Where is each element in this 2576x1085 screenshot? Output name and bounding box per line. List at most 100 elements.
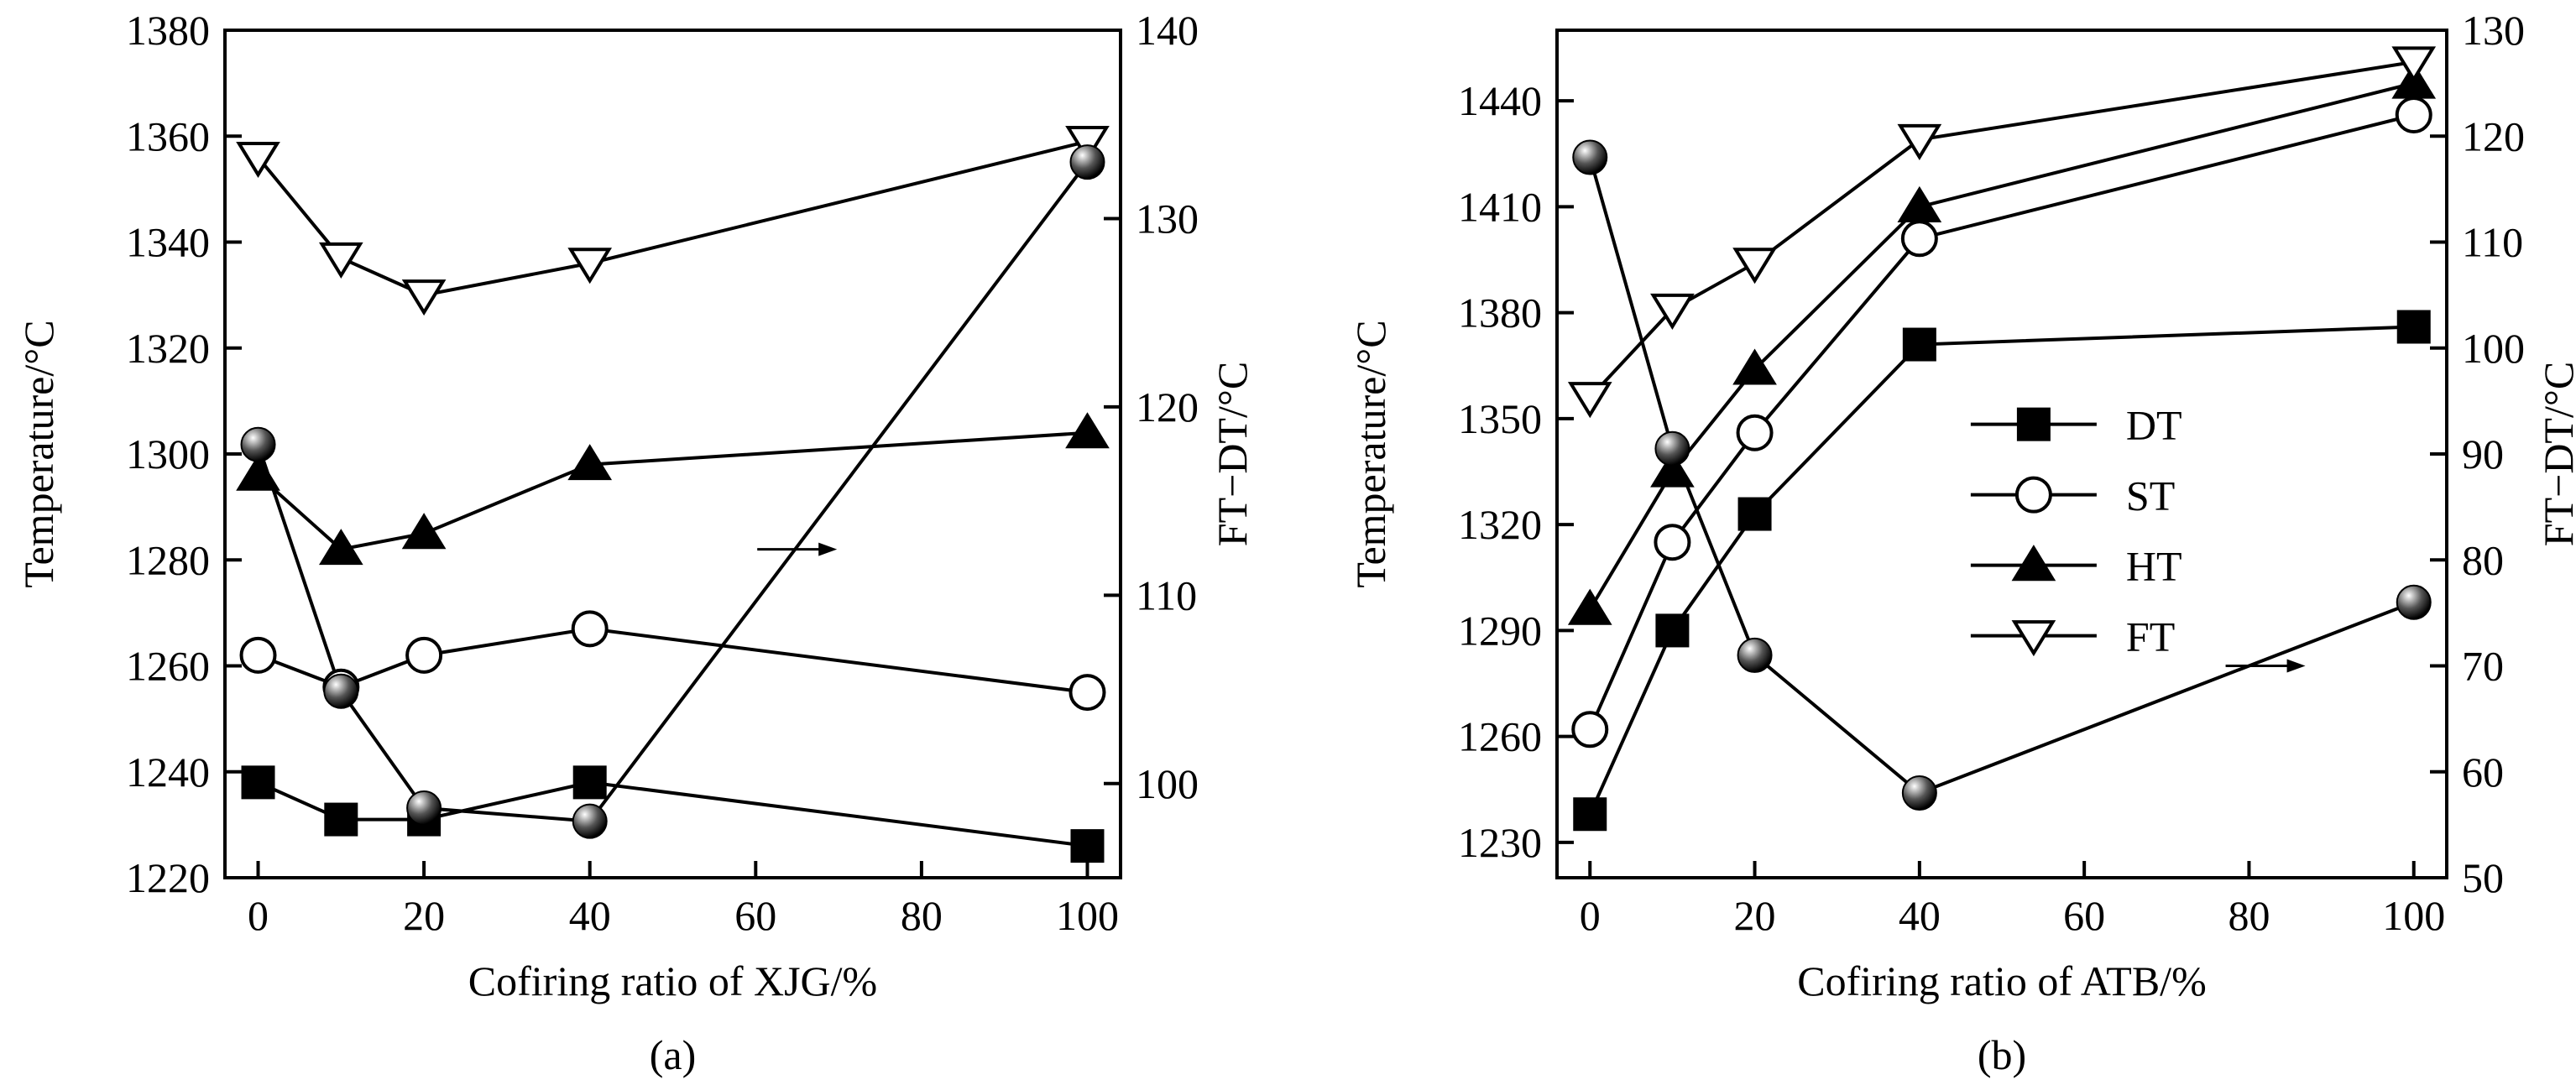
series-line-ft (256, 139, 1088, 297)
x-tick-label: 60 (734, 892, 776, 939)
data-point-ftdt (572, 803, 608, 839)
data-point-ht (1065, 412, 1110, 449)
y-tick-label-left: 1290 (1458, 607, 1542, 654)
plot-frame (223, 29, 1122, 879)
y-tick-label-left: 1380 (126, 7, 210, 54)
data-point-ht (236, 454, 280, 491)
data-point-st (1069, 674, 1106, 712)
x-tick-label: 40 (1899, 892, 1941, 939)
data-point-ft (1567, 382, 1612, 419)
data-point-dt (572, 765, 607, 800)
data-point-ft (318, 242, 363, 279)
y-tick-label-right: 100 (1136, 760, 1199, 807)
axis-arrow-head (2286, 659, 2306, 673)
data-point-ht (567, 444, 613, 481)
data-point-st (1571, 711, 1609, 749)
y-tick-label-right: 130 (2462, 7, 2525, 54)
axis-arrow-head (818, 542, 838, 556)
chart-panel-b: Cofiring ratio of ATB/% Temperature/°C F… (1347, 7, 2576, 1078)
data-point-st (405, 636, 443, 674)
data-point-ft (1897, 123, 1942, 160)
x-tick-label: 80 (901, 892, 943, 939)
y-axis-label-right: FT−DT/°C (1209, 362, 1256, 546)
y-tick-label-right: 70 (2462, 643, 2504, 690)
y-tick-label-left: 1260 (1458, 713, 1542, 760)
data-point-st (2395, 97, 2432, 133)
legend-label: ST (2126, 472, 2175, 519)
chart-panel-a: Cofiring ratio of XJG/% Temperature/°C F… (15, 7, 1256, 1078)
y-tick-label-right: 50 (2462, 854, 2504, 901)
panel-label: (b) (1978, 1031, 2026, 1078)
data-point-ftdt (1572, 139, 1608, 175)
y-tick-label-left: 1240 (126, 749, 210, 795)
y-tick-label-right: 110 (2462, 219, 2523, 266)
y-tick-label-left: 1350 (1458, 395, 1542, 442)
data-point-dt (241, 765, 275, 800)
data-point-ft (1732, 248, 1777, 284)
data-point-ht (1897, 185, 1942, 222)
data-point-ht (318, 529, 363, 566)
y-tick-label-right: 110 (1136, 571, 1197, 618)
x-axis-label: Cofiring ratio of ATB/% (1797, 957, 2206, 1004)
data-point-ft (236, 141, 280, 179)
data-point-ftdt (240, 426, 276, 462)
x-axis-label: Cofiring ratio of XJG/% (468, 957, 877, 1004)
data-point-dt (2396, 310, 2431, 344)
legend-marker (2016, 407, 2051, 441)
data-point-st (1736, 414, 1774, 451)
y-tick-label-right: 60 (2462, 749, 2504, 795)
y-tick-label-right: 120 (2462, 112, 2525, 159)
data-point-ftdt (1654, 430, 1690, 467)
y-axis-label-left: Temperature/°C (1347, 320, 1394, 587)
y-tick-label-right: 90 (2462, 430, 2504, 477)
series-line-dt (257, 780, 1088, 848)
y-tick-label-left: 1440 (1458, 77, 1542, 124)
data-point-ftdt (2396, 584, 2432, 620)
data-point-st (571, 610, 609, 648)
legend-marker (2014, 476, 2052, 514)
data-point-dt (1070, 829, 1105, 863)
data-point-ft (2391, 46, 2437, 83)
legend-label: HT (2126, 543, 2182, 590)
y-tick-label-left: 1410 (1458, 183, 1542, 230)
y-tick-label-right: 80 (2462, 536, 2504, 583)
y-axis-label-right: FT−DT/°C (2535, 362, 2576, 546)
y-axis-label-left: Temperature/°C (15, 320, 62, 587)
series-line-dt (1588, 325, 2414, 816)
x-tick-label: 80 (2228, 892, 2270, 939)
legend-marker (2011, 545, 2056, 582)
y-tick-label-left: 1220 (126, 854, 210, 901)
legend-marker (2011, 620, 2056, 657)
data-point-ht (1650, 451, 1695, 488)
y-tick-label-left: 1260 (126, 643, 210, 690)
legend-item: HT (1970, 543, 2182, 590)
y-tick-label-left: 1360 (126, 112, 210, 159)
x-tick-label: 0 (1580, 892, 1601, 939)
legend-label: FT (2126, 613, 2175, 660)
series-line-ft (1588, 60, 2415, 399)
series-line-ftdt (256, 160, 1089, 823)
x-tick-label: 60 (2063, 892, 2105, 939)
x-tick-label: 20 (1734, 892, 1776, 939)
data-point-ft (401, 279, 447, 316)
data-point-dt (324, 802, 358, 837)
y-tick-label-right: 130 (1136, 195, 1199, 242)
x-tick-label: 100 (2382, 892, 2445, 939)
data-point-ftdt (1069, 144, 1105, 180)
y-tick-label-left: 1280 (126, 536, 210, 583)
data-point-dt (1573, 797, 1607, 832)
data-point-ft (1065, 126, 1110, 163)
data-point-ht (1567, 588, 1612, 625)
x-tick-label: 20 (403, 892, 445, 939)
y-tick-label-left: 1340 (126, 219, 210, 266)
x-tick-label: 100 (1056, 892, 1119, 939)
data-point-dt (1737, 497, 1772, 531)
data-point-st (239, 636, 277, 674)
data-point-dt (1902, 327, 1936, 362)
y-tick-label-left: 1320 (126, 325, 210, 372)
y-tick-label-right: 120 (1136, 383, 1199, 430)
data-point-ftdt (1901, 775, 1937, 811)
legend-item: DT (1970, 402, 2182, 449)
y-tick-label-right: 100 (2462, 325, 2525, 372)
